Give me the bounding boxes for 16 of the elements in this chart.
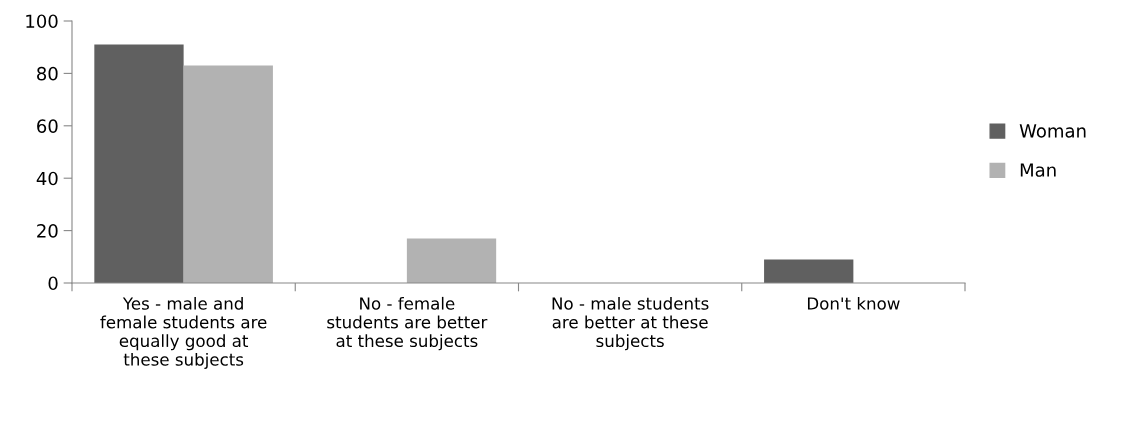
bar xyxy=(764,259,854,283)
x-tick-label: No - female students are better at these subjects xyxy=(327,296,488,351)
y-tick-label: 100 xyxy=(26,14,58,29)
y-tick-label: 20 xyxy=(37,224,58,238)
bar xyxy=(406,238,497,283)
y-tick-label: 80 xyxy=(37,66,58,81)
bar xyxy=(94,44,184,283)
x-tick-label: Yes - male and female students are equally good at these subjects xyxy=(100,296,267,370)
x-tick-label: No - male students are better at these subjects xyxy=(552,296,709,351)
legend-label: Man xyxy=(1020,163,1056,177)
x-tick-label: Don't know xyxy=(807,296,900,310)
y-tick-label: 0 xyxy=(48,276,58,291)
y-tick-label: 60 xyxy=(37,119,58,133)
y-tick-label: 40 xyxy=(36,171,58,186)
bar xyxy=(183,65,273,283)
legend-label: Woman xyxy=(1019,124,1086,138)
